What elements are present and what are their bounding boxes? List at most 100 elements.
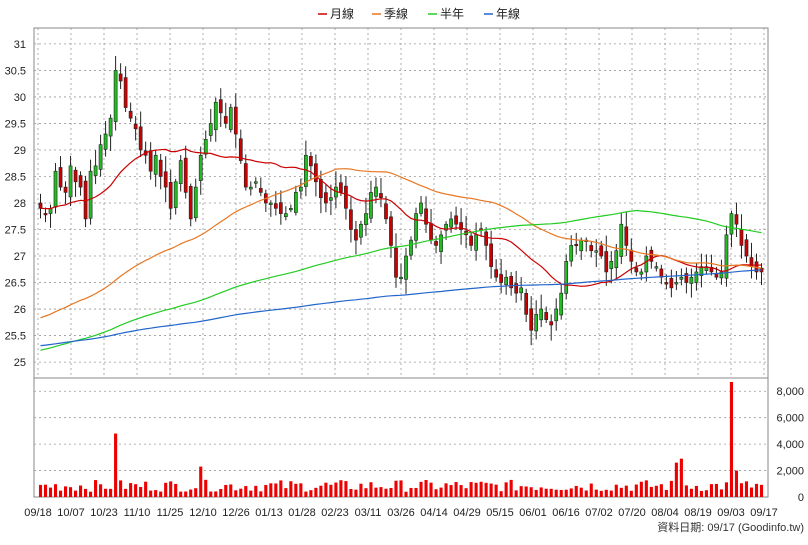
volume-tick-label: 4,000 — [776, 439, 804, 451]
volume-bar — [689, 488, 693, 497]
volume-bar — [679, 458, 683, 497]
candle-body — [639, 271, 644, 275]
x-tick-label: 07/02 — [585, 507, 613, 519]
volume-bar — [399, 480, 403, 497]
x-tick-label: 07/20 — [618, 507, 646, 519]
volume-bar — [414, 487, 418, 497]
candle-body — [359, 223, 363, 238]
x-tick-label: 03/11 — [355, 507, 382, 519]
y-tick-label: 29.5 — [5, 118, 26, 130]
candle-body — [68, 165, 73, 198]
volume-tick-label: 0 — [798, 492, 804, 504]
candle-body — [223, 116, 228, 124]
candle-body — [339, 182, 343, 193]
candle-body — [299, 186, 303, 192]
candle-body — [594, 250, 599, 253]
candle-body — [188, 186, 193, 220]
y-tick-label: 28 — [14, 198, 26, 210]
candle-body — [649, 249, 654, 262]
volume-bar — [709, 484, 713, 497]
candle-body — [529, 308, 534, 331]
y-tick-label: 25.5 — [5, 331, 26, 343]
candle-body — [213, 101, 218, 131]
volume-bar — [604, 489, 608, 497]
volume-bar — [324, 482, 328, 497]
volume-bar — [204, 479, 208, 497]
volume-tick-label: 2,000 — [776, 466, 804, 478]
volume-bar — [694, 485, 698, 497]
volume-bar — [744, 481, 749, 497]
volume-bar — [489, 483, 493, 497]
candle-body — [659, 268, 664, 278]
candle-body — [268, 202, 273, 205]
candle-body — [364, 213, 368, 225]
candle-body — [163, 171, 168, 188]
candle-body — [484, 231, 488, 246]
volume-bar — [519, 486, 523, 497]
candle-body — [58, 167, 63, 188]
volume-bar — [479, 481, 483, 497]
candle-body — [679, 276, 684, 280]
volume-bar — [249, 490, 253, 497]
volume-bar — [579, 487, 583, 497]
candle-body — [619, 223, 624, 257]
candle-body — [63, 186, 68, 193]
candle-body — [624, 226, 629, 246]
volume-bar — [189, 489, 193, 497]
candle-body — [674, 282, 679, 285]
candle-body — [689, 276, 694, 284]
volume-bar — [639, 481, 643, 497]
candle-body — [604, 251, 609, 273]
candle-body — [273, 203, 278, 209]
volume-bar — [674, 462, 678, 497]
volume-bar — [224, 484, 228, 497]
volume-bar — [99, 484, 103, 497]
candle-body — [98, 144, 103, 170]
volume-bar — [389, 488, 393, 497]
candle-body — [248, 186, 253, 190]
volume-bar — [719, 489, 723, 497]
volume-bar — [359, 483, 363, 497]
volume-tick-label: 8,000 — [776, 386, 804, 398]
volume-bar — [169, 481, 173, 497]
volume-bar — [664, 489, 668, 497]
candle-body — [283, 213, 288, 217]
volume-bar — [499, 491, 503, 497]
volume-bar — [544, 488, 548, 497]
candle-body — [629, 249, 634, 262]
volume-bar — [329, 484, 333, 497]
candle-body — [73, 169, 78, 183]
volume-panel: 0 2,000 4,000 6,000 8,000 — [33, 377, 804, 504]
volume-bar — [289, 481, 293, 497]
y-tick-label: 28.5 — [5, 171, 26, 183]
candle-body — [559, 292, 564, 316]
candle-body — [43, 213, 48, 216]
ma-month-line — [40, 148, 762, 287]
candle-body — [499, 274, 503, 283]
candle-body — [294, 192, 298, 213]
x-tick-label: 06/16 — [552, 507, 580, 519]
volume-bar — [199, 466, 203, 497]
volume-bar — [53, 484, 58, 497]
y-tick-label: 27.5 — [5, 225, 26, 237]
volume-bar — [754, 483, 759, 497]
x-tick-label: 03/26 — [387, 507, 415, 519]
volume-bar — [524, 486, 528, 497]
candle-body — [103, 133, 108, 150]
candle-body — [118, 73, 123, 82]
volume-bar — [554, 489, 558, 497]
volume-bar — [644, 480, 648, 497]
candle-body — [654, 266, 659, 269]
candle-body — [449, 218, 453, 228]
candle-body — [399, 276, 403, 280]
x-tick-label: 11/25 — [157, 507, 184, 519]
volume-bar — [734, 470, 739, 497]
volume-bar — [219, 489, 223, 497]
ma-year-line — [40, 269, 762, 347]
volume-bar — [119, 480, 123, 497]
y-tick-label: 29 — [14, 145, 26, 157]
volume-bar — [279, 480, 283, 497]
volume-bar — [594, 489, 598, 497]
candle-body — [569, 245, 574, 262]
candle-body — [404, 255, 408, 280]
